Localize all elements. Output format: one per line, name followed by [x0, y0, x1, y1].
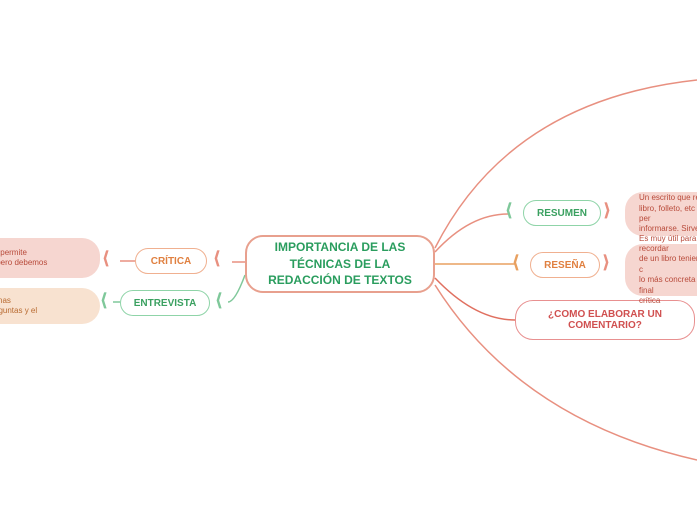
- node-entrevista: ENTREVISTA: [120, 290, 210, 316]
- node-resena: RESEÑA: [530, 252, 600, 278]
- node-critica-detail: na nos permite razón pero debemos: [0, 238, 100, 278]
- node-critica-detail-label: na nos permite razón pero debemos: [0, 248, 47, 269]
- node-resena-detail: Es muy útil para recordar de un libro te…: [625, 244, 697, 296]
- central-node: IMPORTANCIA DE LAS TÉCNICAS DE LA REDACC…: [245, 235, 435, 293]
- node-entrevista-label: ENTREVISTA: [134, 298, 197, 309]
- node-resumen-label: RESUMEN: [537, 208, 587, 219]
- node-resumen: RESUMEN: [523, 200, 601, 226]
- node-entrevista-detail-label: dos o mas ula preguntas y el: [0, 296, 37, 317]
- node-critica: CRÍTICA: [135, 248, 207, 274]
- node-critica-label: CRÍTICA: [151, 256, 192, 267]
- node-entrevista-detail: dos o mas ula preguntas y el: [0, 288, 100, 324]
- bracket-icon: ⟨⟨: [505, 200, 507, 221]
- node-resumen-detail-label: Un escrito que recopila libro, folleto, …: [639, 193, 697, 235]
- bracket-icon: ⟨⟨: [215, 290, 217, 311]
- bracket-icon: ⟨⟨: [100, 290, 102, 311]
- central-label: IMPORTANCIA DE LAS TÉCNICAS DE LA REDACC…: [261, 239, 419, 289]
- node-resumen-detail: Un escrito que recopila libro, folleto, …: [625, 192, 697, 236]
- bracket-icon: ⟩⟩: [603, 200, 605, 221]
- bracket-icon: ⟨⟨: [512, 252, 514, 273]
- node-resena-detail-label: Es muy útil para recordar de un libro te…: [639, 234, 697, 307]
- bracket-icon: ⟩⟩: [602, 252, 604, 273]
- node-resena-label: RESEÑA: [544, 260, 586, 271]
- bracket-icon: ⟨⟨: [213, 248, 215, 269]
- bracket-icon: ⟨⟨: [102, 248, 104, 269]
- node-comentario-label: ¿COMO ELABORAR UN COMENTARIO?: [530, 309, 680, 331]
